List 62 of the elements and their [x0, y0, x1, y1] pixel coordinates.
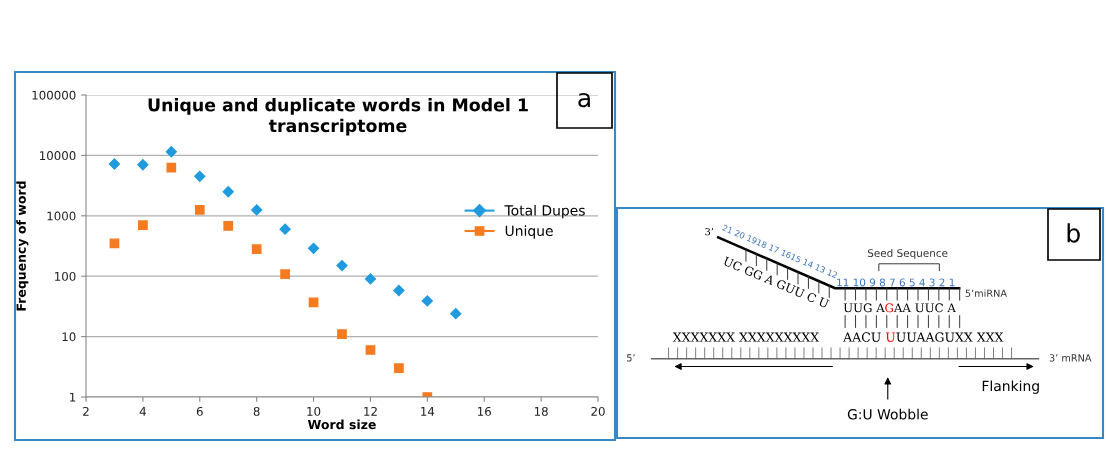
point — [222, 186, 234, 198]
x-tick-label: 16 — [478, 406, 491, 416]
point — [251, 204, 263, 216]
legend-label: Total Dupes — [504, 204, 585, 219]
text: 11 10 9 8 7 6 5 4 3 2 1 — [837, 278, 955, 287]
text: G:U Wobble — [847, 408, 928, 420]
y-tick-label: 100 — [55, 271, 76, 281]
y-tick-label: 100000 — [32, 90, 76, 100]
text: AACU — [843, 332, 881, 342]
point — [280, 269, 290, 280]
point — [421, 295, 433, 307]
point — [137, 159, 149, 171]
point — [364, 273, 377, 285]
x-axis-title: Word size — [307, 419, 376, 430]
y-tick-label: 1 — [70, 392, 76, 402]
x-tick-label: 2 — [83, 406, 89, 416]
y-tick-label: 10 — [62, 332, 76, 342]
x-tick-label: 4 — [139, 407, 146, 416]
annotation: a — [578, 92, 590, 108]
y-tick-label: 1000 — [47, 211, 76, 221]
x-tick-label: 8 — [253, 406, 260, 416]
x-tick-label: 20 — [591, 406, 605, 416]
point — [393, 284, 405, 297]
x-tick-label: 12 — [364, 406, 377, 416]
y-tick-label: 10000 — [40, 151, 76, 161]
point — [394, 363, 404, 374]
point — [337, 329, 347, 339]
text: 3’ — [705, 227, 714, 236]
point — [194, 170, 206, 182]
text: UUG A — [843, 303, 885, 313]
x-tick-label: 14 — [421, 407, 435, 416]
y-axis-title: Frequency of word — [16, 181, 29, 311]
text: 3’ mRNA — [1049, 354, 1092, 362]
text: XXXXXXX XXXXXXXXX — [672, 332, 820, 342]
point — [279, 223, 291, 235]
point — [109, 238, 120, 249]
x-tick-label: 6 — [196, 406, 203, 416]
point — [194, 205, 205, 215]
text: Flanking — [982, 380, 1039, 394]
text: Seed Sequence — [867, 248, 948, 260]
text: 5’ — [627, 354, 635, 362]
text: U — [885, 332, 896, 342]
x-tick-label: 10 — [307, 406, 321, 416]
text: AA UUC A — [893, 303, 957, 313]
legend-label: Unique — [505, 225, 553, 239]
point — [307, 242, 320, 254]
point — [308, 297, 319, 308]
point — [165, 146, 177, 158]
point — [108, 158, 121, 170]
point — [450, 308, 462, 320]
point — [166, 162, 177, 173]
point — [336, 259, 348, 272]
text: 5’miRNA — [965, 289, 1007, 297]
text: b — [1067, 223, 1080, 243]
text: UUAAGUXX XXX — [896, 332, 1004, 342]
text: Unique and duplicate words in Model 1 transcriptome — [148, 98, 528, 136]
text: G — [885, 303, 894, 313]
point — [223, 221, 234, 231]
x-tick-label: 18 — [534, 406, 548, 416]
point — [251, 244, 262, 255]
point — [138, 220, 148, 231]
point — [365, 345, 376, 355]
